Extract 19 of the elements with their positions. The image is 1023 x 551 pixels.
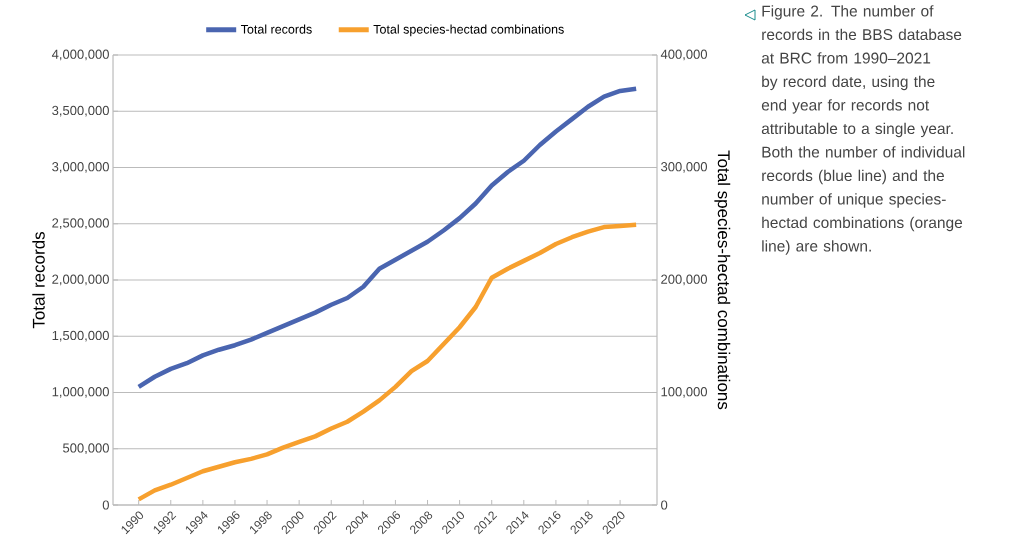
y-tick-label: 1,500,000 (52, 330, 109, 342)
y-tick-label: 4,000,000 (51, 49, 109, 61)
y2-tick-label: 400,000 (660, 49, 708, 61)
text: Figure 2. The number of records in the BBS database at BRC from 1990–2021 by record date, using the end year for records not attributable to a single year. Both the number of individual records (blue line) and the number of unique species-hectad combinations (orange line) are shown. (761, 5, 965, 255)
y2-tick-label: 100,000 (661, 387, 708, 398)
y2-tick-label: 200,000 (661, 274, 708, 286)
y-tick-label: 2,500,000 (52, 218, 109, 230)
y2-axis-title: Total species-hectad combinations (714, 150, 731, 410)
y-tick-label: 3,000,000 (52, 162, 109, 173)
y-tick-label: 0 (102, 500, 109, 510)
y-tick-label: 500,000 (63, 443, 109, 455)
y2-tick-label: 300,000 (661, 162, 708, 173)
y2-tick-label: 0 (661, 500, 668, 510)
legend-label: Total records (240, 24, 312, 34)
y-tick-label: 1,000,000 (52, 387, 109, 398)
y-axis-title: Total records (32, 231, 45, 329)
legend-label: Total species-hectad combinations (373, 24, 564, 37)
y-tick-label: 3,500,000 (52, 105, 109, 117)
y-tick-label: 2,000,000 (52, 274, 109, 286)
